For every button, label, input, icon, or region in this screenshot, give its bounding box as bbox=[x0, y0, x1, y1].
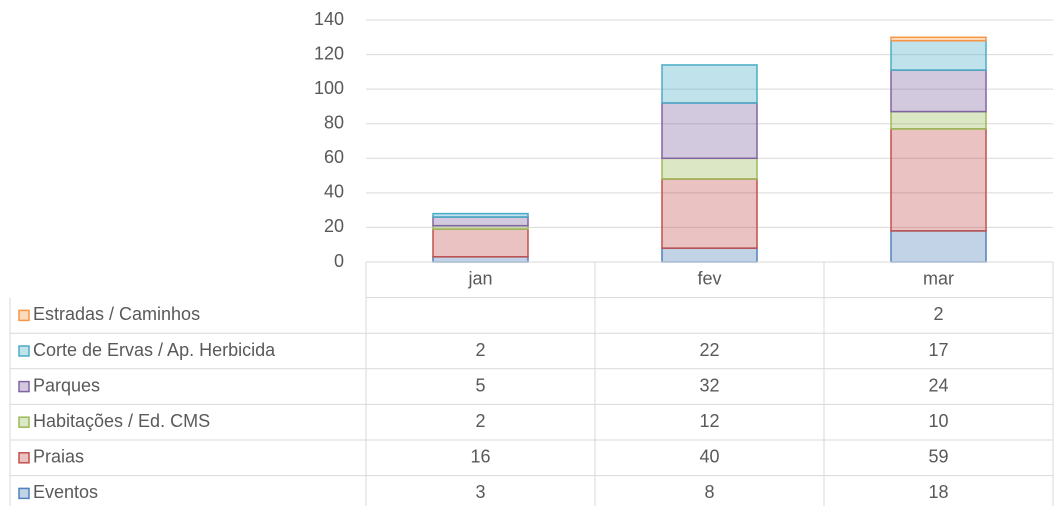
bar-segment bbox=[661, 178, 758, 249]
y-tick-label: 60 bbox=[324, 147, 344, 167]
bar-segment bbox=[432, 256, 529, 263]
bar-segment bbox=[661, 157, 758, 180]
bar-segment bbox=[432, 212, 529, 218]
data-table-value: 16 bbox=[470, 447, 490, 467]
data-table-value: 17 bbox=[928, 340, 948, 360]
x-tick-label: mar bbox=[923, 269, 954, 289]
bar-segment bbox=[661, 247, 758, 263]
data-table-value: 24 bbox=[928, 375, 948, 395]
legend-label: Eventos bbox=[33, 482, 98, 502]
data-table-value: 8 bbox=[704, 482, 714, 502]
data-table-value: 18 bbox=[928, 482, 948, 502]
bar-segment bbox=[432, 228, 529, 258]
bar-segment bbox=[890, 128, 987, 232]
legend-key bbox=[18, 380, 30, 393]
legend-key bbox=[18, 452, 30, 464]
legend-key bbox=[18, 309, 30, 322]
y-tick-label: 20 bbox=[324, 216, 344, 236]
data-table-value: 10 bbox=[928, 411, 948, 431]
data-table-value: 32 bbox=[699, 375, 719, 395]
x-tick-label: fev bbox=[697, 269, 721, 289]
data-table-value: 22 bbox=[699, 340, 719, 360]
data-table-value: 2 bbox=[475, 411, 485, 431]
y-tick-label: 140 bbox=[314, 9, 344, 29]
data-table-value: 2 bbox=[475, 340, 485, 360]
y-tick-label: 40 bbox=[324, 182, 344, 202]
y-tick-label: 100 bbox=[314, 78, 344, 98]
y-tick-label: 0 bbox=[334, 251, 344, 271]
data-table-value: 40 bbox=[699, 447, 719, 467]
bar-segment bbox=[661, 102, 758, 160]
y-tick-label: 120 bbox=[314, 43, 344, 63]
legend-label: Habitações / Ed. CMS bbox=[33, 411, 210, 431]
data-table-value: 5 bbox=[475, 375, 485, 395]
data-table-value: 12 bbox=[699, 411, 719, 431]
legend-label: Parques bbox=[33, 375, 100, 395]
legend-label: Corte de Ervas / Ap. Herbicida bbox=[33, 340, 276, 360]
bar-segment bbox=[890, 69, 987, 113]
data-table-value: 59 bbox=[928, 447, 948, 467]
data-table-value: 2 bbox=[933, 304, 943, 324]
legend-label: Estradas / Caminhos bbox=[33, 304, 200, 324]
legend-label: Praias bbox=[33, 447, 84, 467]
bar-segment bbox=[890, 39, 987, 71]
bar-segment bbox=[661, 64, 758, 104]
bar-segment bbox=[890, 230, 987, 263]
legend-key bbox=[18, 487, 30, 500]
bar-segment bbox=[890, 36, 987, 42]
legend-key bbox=[18, 416, 30, 428]
bar-segment bbox=[432, 216, 529, 227]
bar-segment bbox=[890, 110, 987, 130]
data-table-value: 3 bbox=[475, 482, 485, 502]
y-tick-label: 80 bbox=[324, 112, 344, 132]
x-tick-label: jan bbox=[467, 269, 492, 289]
legend-key bbox=[18, 345, 30, 357]
